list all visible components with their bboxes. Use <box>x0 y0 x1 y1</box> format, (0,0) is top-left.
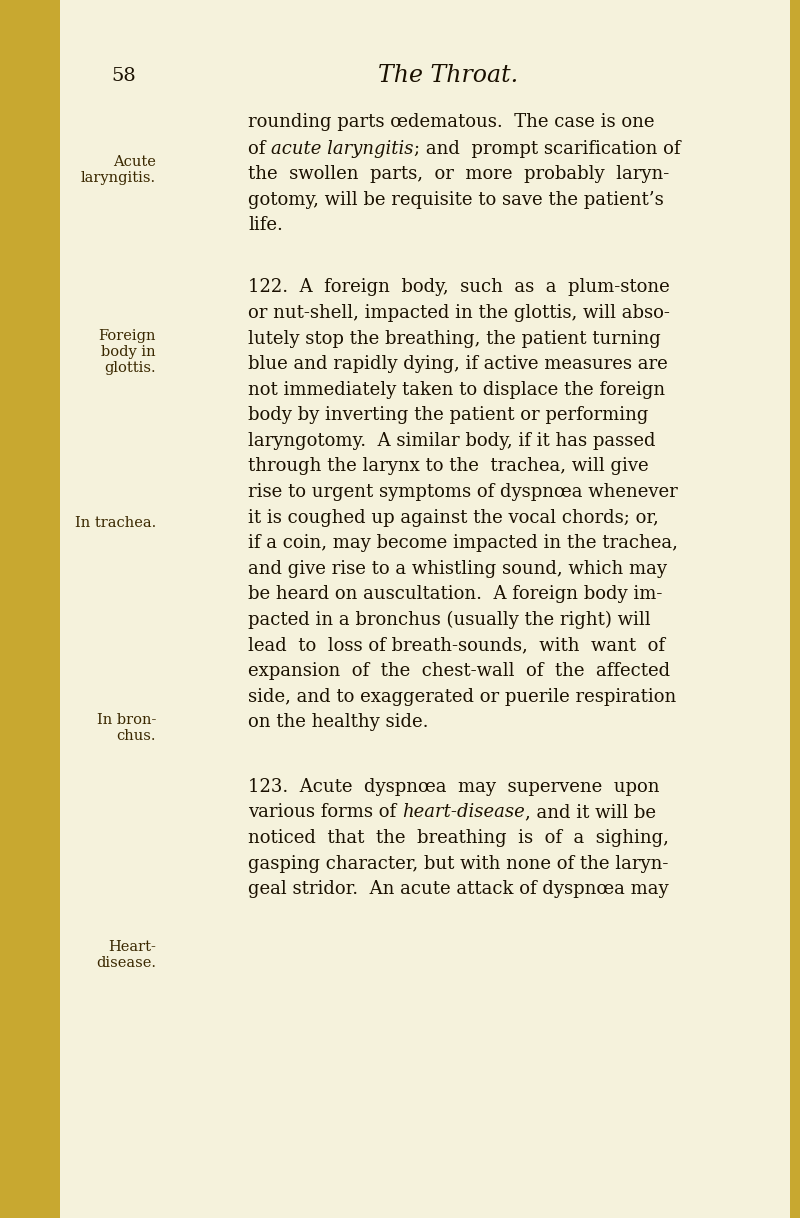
Text: body by inverting the patient or performing: body by inverting the patient or perform… <box>248 407 648 424</box>
Text: be heard on auscultation.  A foreign body im-: be heard on auscultation. A foreign body… <box>248 586 662 603</box>
Text: not immediately taken to displace the foreign: not immediately taken to displace the fo… <box>248 381 665 398</box>
Text: 122.  A  foreign  body,  such  as  a  plum-stone: 122. A foreign body, such as a plum-ston… <box>248 279 670 296</box>
Text: side, and to exaggerated or puerile respiration: side, and to exaggerated or puerile resp… <box>248 688 676 705</box>
Text: In trachea.: In trachea. <box>74 516 156 530</box>
Text: life.: life. <box>248 217 283 234</box>
Bar <box>0 0 60 1218</box>
Text: lutely stop the breathing, the patient turning: lutely stop the breathing, the patient t… <box>248 330 661 347</box>
Text: Heart-
disease.: Heart- disease. <box>96 940 156 971</box>
Text: laryngotomy.  A similar body, if it has passed: laryngotomy. A similar body, if it has p… <box>248 432 655 449</box>
Text: Foreign
body in
glottis.: Foreign body in glottis. <box>98 329 156 375</box>
Text: In bron-
chus.: In bron- chus. <box>97 713 156 743</box>
Text: lead  to  loss of breath-sounds,  with  want  of: lead to loss of breath-sounds, with want… <box>248 637 665 654</box>
Text: it is coughed up against the vocal chords; or,: it is coughed up against the vocal chord… <box>248 509 658 526</box>
Text: heart-disease: heart-disease <box>402 804 525 821</box>
Text: the  swollen  parts,  or  more  probably  laryn-: the swollen parts, or more probably lary… <box>248 166 670 183</box>
Text: of: of <box>248 140 271 157</box>
Bar <box>790 0 800 1218</box>
Text: acute laryngitis: acute laryngitis <box>271 140 414 157</box>
Text: various forms of: various forms of <box>248 804 402 821</box>
Text: or nut-shell, impacted in the glottis, will abso-: or nut-shell, impacted in the glottis, w… <box>248 304 670 322</box>
Text: through the larynx to the  trachea, will give: through the larynx to the trachea, will … <box>248 458 649 475</box>
Text: blue and rapidly dying, if active measures are: blue and rapidly dying, if active measur… <box>248 356 668 373</box>
Text: 58: 58 <box>112 67 136 84</box>
Text: 123.  Acute  dyspnœa  may  supervene  upon: 123. Acute dyspnœa may supervene upon <box>248 778 659 795</box>
Text: gasping character, but with none of the laryn-: gasping character, but with none of the … <box>248 855 668 872</box>
Text: rounding parts œdematous.  The case is one: rounding parts œdematous. The case is on… <box>248 113 654 130</box>
Text: The Throat.: The Throat. <box>378 65 518 86</box>
Text: rise to urgent symptoms of dyspnœa whenever: rise to urgent symptoms of dyspnœa whene… <box>248 484 678 501</box>
Text: expansion  of  the  chest-wall  of  the  affected: expansion of the chest-wall of the affec… <box>248 663 670 680</box>
Text: gotomy, will be requisite to save the patient’s: gotomy, will be requisite to save the pa… <box>248 191 664 208</box>
Text: ; and  prompt scarification of: ; and prompt scarification of <box>414 140 680 157</box>
Text: if a coin, may become impacted in the trachea,: if a coin, may become impacted in the tr… <box>248 535 678 552</box>
Text: , and it will be: , and it will be <box>525 804 656 821</box>
Text: on the healthy side.: on the healthy side. <box>248 714 429 731</box>
Text: noticed  that  the  breathing  is  of  a  sighing,: noticed that the breathing is of a sighi… <box>248 829 669 847</box>
Text: and give rise to a whistling sound, which may: and give rise to a whistling sound, whic… <box>248 560 667 577</box>
Text: Acute
laryngitis.: Acute laryngitis. <box>81 155 156 185</box>
Text: geal stridor.  An acute attack of dyspnœa may: geal stridor. An acute attack of dyspnœa… <box>248 881 669 898</box>
Text: pacted in a bronchus (usually the right) will: pacted in a bronchus (usually the right)… <box>248 611 650 628</box>
